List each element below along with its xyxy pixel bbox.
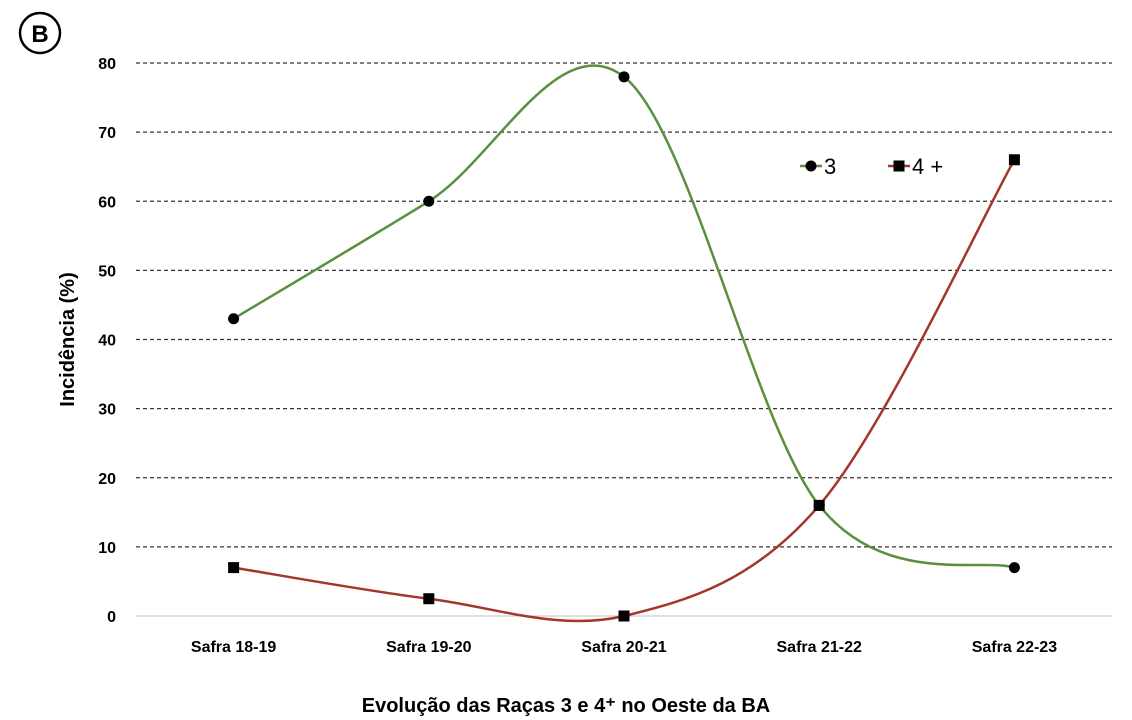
data-point [1008, 562, 1020, 574]
data-point [423, 195, 435, 207]
y-tick-label: 0 [107, 609, 116, 626]
data-point [423, 593, 435, 605]
x-tick-label: Safra 21-22 [777, 639, 862, 656]
x-tick-label: Safra 19-20 [386, 639, 471, 656]
x-tick-labels: Safra 18-19 Safra 19-20 Safra 20-21 Safra 2… [191, 639, 1057, 656]
data-point [228, 313, 240, 325]
legend-marker [893, 160, 905, 172]
legend: 3 4 + [800, 154, 943, 179]
y-tick-label: 20 [98, 471, 116, 488]
x-tick-label: Safra 20-21 [581, 639, 666, 656]
gridlines [136, 62, 1112, 617]
data-point [228, 562, 240, 574]
x-tick-label: Safra 22-23 [972, 639, 1057, 656]
y-tick-label: 80 [98, 56, 116, 73]
data-point [813, 499, 825, 511]
y-tick-label: 70 [98, 125, 116, 142]
series-line-0 [232, 64, 1015, 569]
y-tick-labels: 0 10 20 30 40 50 60 70 80 [98, 56, 116, 626]
series-group [228, 64, 1020, 623]
y-tick-label: 30 [98, 402, 116, 419]
x-tick-label: Safra 18-19 [191, 639, 276, 656]
y-tick-label: 50 [98, 263, 116, 280]
x-axis-title: Evolução das Raças 3 e 4⁺ no Oeste da BA [362, 695, 771, 717]
panel-label: B [18, 11, 62, 55]
legend-marker [805, 160, 817, 172]
data-point [1008, 154, 1020, 166]
data-point [618, 610, 630, 622]
data-point [618, 71, 630, 83]
y-tick-label: 40 [98, 333, 116, 350]
series-line-1 [233, 159, 1016, 623]
panel-letter: B [31, 21, 48, 48]
y-tick-label: 60 [98, 194, 116, 211]
y-tick-label: 10 [98, 540, 116, 557]
legend-label-0: 3 [824, 154, 836, 179]
y-axis-title: Incidência (%) [57, 272, 79, 406]
legend-label-1: 4 + [912, 154, 943, 179]
